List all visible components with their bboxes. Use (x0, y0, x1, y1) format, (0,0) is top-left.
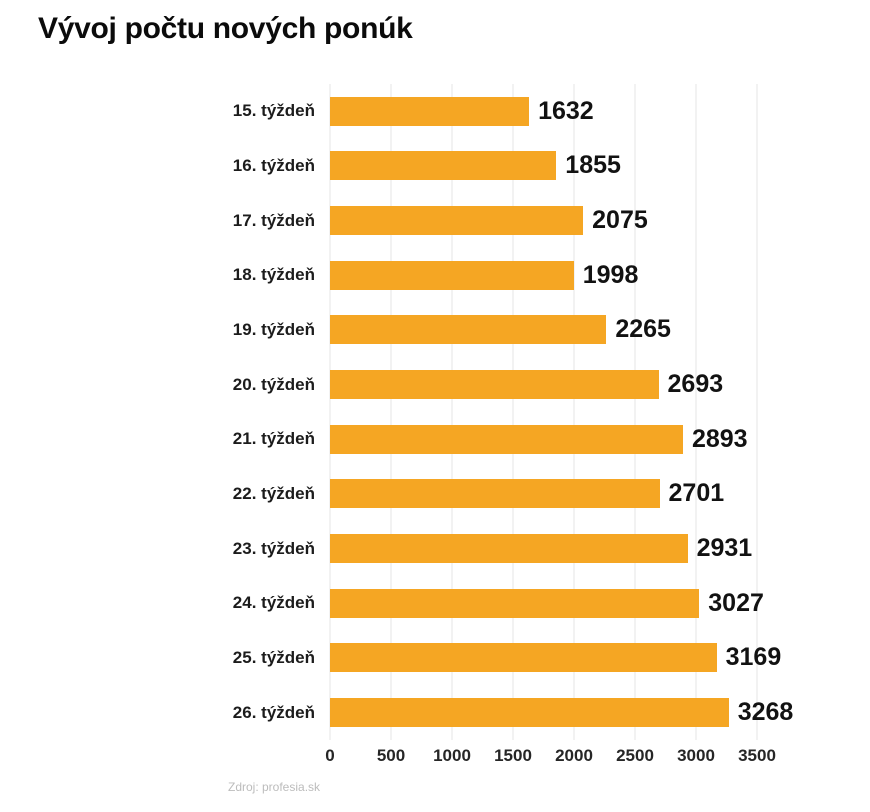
bar-track: 2075 (330, 206, 757, 236)
value-label: 3268 (737, 698, 794, 727)
bar-track: 1632 (330, 96, 757, 126)
x-tick-label: 1500 (494, 746, 532, 765)
bar-track: 1855 (330, 151, 757, 181)
chart-row: 26. týždeň 3268 (0, 685, 870, 740)
value-label: 3027 (708, 588, 764, 617)
category-label: 16. týždeň (232, 155, 315, 175)
x-tick-label: 0 (325, 746, 335, 765)
category-label: 18. týždeň (232, 265, 315, 285)
bar (330, 206, 584, 236)
bar (330, 260, 574, 290)
chart-row: 25. týždeň 3169 (0, 631, 870, 686)
value-label: 2265 (615, 315, 671, 344)
bar-track: 2701 (330, 479, 757, 509)
value-label: 1855 (565, 151, 621, 180)
category-label: 20. týždeň (232, 374, 315, 394)
bar-track: 2693 (330, 370, 757, 400)
category-label: 25. týždeň (232, 647, 315, 667)
x-tick-label: 500 (376, 746, 406, 765)
chart-row: 22. týždeň 2701 (0, 467, 870, 522)
bar (330, 370, 659, 400)
bar (330, 534, 688, 564)
value-label: 2701 (668, 479, 725, 508)
value-label: 3169 (725, 643, 782, 672)
value-label: 2931 (696, 534, 753, 563)
bar (330, 588, 700, 618)
bar (330, 96, 530, 126)
chart-rows: 15. týždeň 1632 16. týždeň 1855 17. týžd… (0, 84, 870, 740)
chart-row: 17. týždeň 2075 (0, 193, 870, 248)
chart-row: 15. týždeň 1632 (0, 84, 870, 139)
bar-track: 3268 (330, 698, 793, 728)
source-text: Zdroj: profesia.sk (228, 780, 321, 794)
bar (330, 315, 607, 345)
x-tick-label: 3000 (677, 746, 715, 765)
value-label: 2693 (667, 370, 724, 399)
chart-row: 19. týždeň 2265 (0, 303, 870, 358)
bar-track: 2893 (330, 424, 757, 454)
chart-title: Vývoj počtu nových ponúk (38, 12, 413, 45)
x-tick-label: 1000 (433, 746, 471, 765)
chart-row: 20. týždeň 2693 (0, 357, 870, 412)
bar-track: 2265 (330, 315, 757, 345)
category-label: 23. týždeň (232, 538, 315, 558)
x-tick-label: 2500 (616, 746, 654, 765)
chart-row: 24. týždeň 3027 (0, 576, 870, 631)
category-label: 21. týždeň (232, 429, 315, 449)
bar-track: 3027 (330, 588, 764, 618)
bar (330, 151, 557, 181)
plot-area: 15. týždeň 1632 16. týždeň 1855 17. týžd… (0, 84, 870, 765)
x-tick-label: 2000 (555, 746, 593, 765)
x-tick-label: 3500 (738, 746, 776, 765)
bar-track: 3169 (330, 643, 781, 673)
category-label: 22. týždeň (232, 483, 315, 503)
value-label: 1998 (582, 260, 639, 289)
category-label: 24. týždeň (232, 593, 315, 613)
bar (330, 479, 660, 509)
category-label: 17. týždeň (232, 210, 315, 230)
chart-row: 16. týždeň 1855 (0, 139, 870, 194)
category-label: 19. týždeň (232, 319, 315, 339)
value-label: 1632 (538, 96, 594, 125)
chart-row: 23. týždeň 2931 (0, 521, 870, 576)
chart-row: 21. týždeň 2893 (0, 412, 870, 467)
bar-track: 1998 (330, 260, 757, 290)
bar (330, 643, 717, 673)
x-axis: 0 500 1000 1500 2000 2500 3000 3500 (325, 746, 776, 768)
bar (330, 424, 683, 454)
category-label: 15. týždeň (232, 101, 315, 121)
category-label: 26. týždeň (232, 702, 315, 722)
bar (330, 698, 729, 728)
value-label: 2075 (592, 206, 648, 235)
value-label: 2893 (691, 424, 748, 453)
chart-row: 18. týždeň 1998 (0, 248, 870, 303)
bar-track: 2931 (330, 534, 757, 564)
